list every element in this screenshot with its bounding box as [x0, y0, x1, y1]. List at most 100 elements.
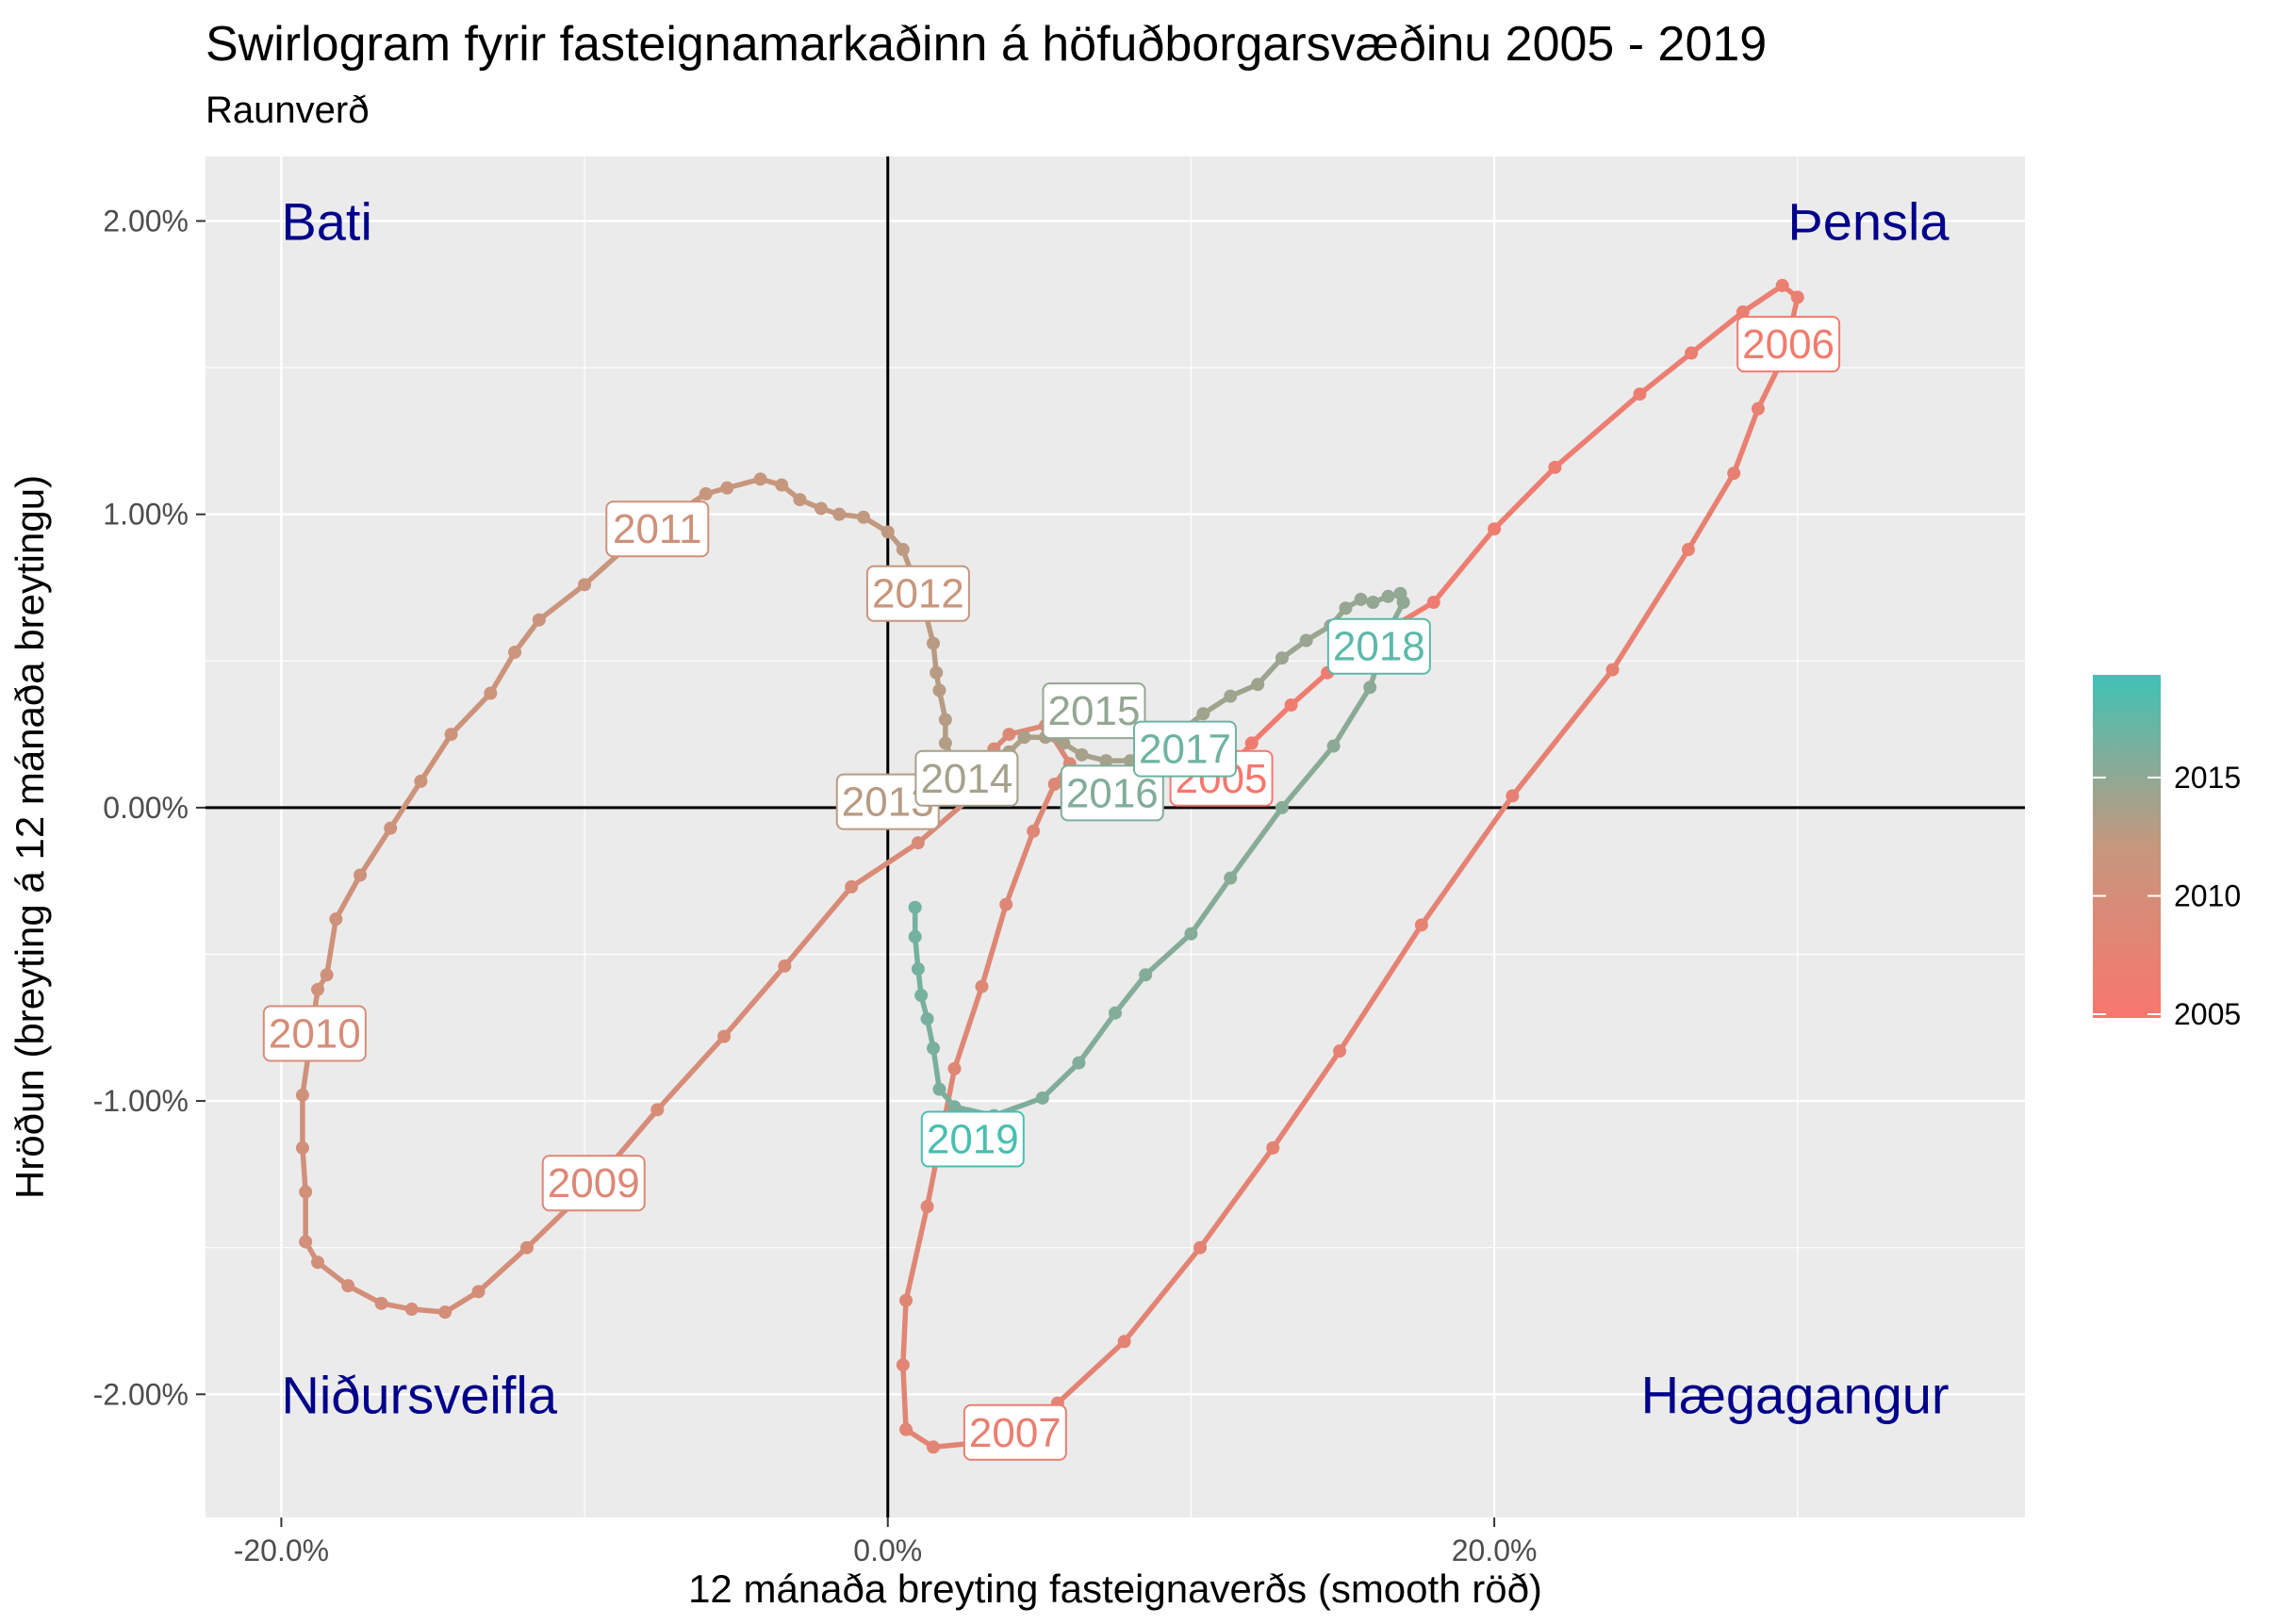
- data-point: [1354, 592, 1368, 606]
- path-segment: [1121, 1244, 1203, 1345]
- data-point: [938, 713, 952, 727]
- data-point: [947, 1100, 962, 1114]
- data-point: [896, 1358, 910, 1372]
- legend-label: 2010: [2174, 878, 2241, 912]
- path-segment: [387, 779, 424, 831]
- data-point: [444, 728, 458, 742]
- data-point: [295, 1088, 309, 1102]
- year-labels: 2005200620072009201020112012201320142015…: [262, 316, 1841, 1461]
- path-segment: [1188, 875, 1233, 937]
- path-segment: [418, 731, 454, 784]
- data-point: [938, 736, 952, 750]
- data-point: [1224, 689, 1238, 703]
- path-segment: [930, 1045, 943, 1092]
- chart-title: Swirlogram fyrir fasteignamarkaðinn á hö…: [206, 17, 1767, 72]
- data-point: [932, 1082, 946, 1096]
- data-point: [1605, 663, 1620, 677]
- data-point: [508, 645, 522, 659]
- path-segment: [1637, 350, 1694, 397]
- data-point: [1681, 543, 1695, 557]
- year-label-box: [1042, 682, 1146, 740]
- data-point: [1414, 918, 1428, 932]
- y-tick-label: 2.00%: [103, 204, 189, 238]
- year-label-box: [1132, 720, 1237, 778]
- path-segment: [1688, 309, 1746, 356]
- path-segment: [1731, 405, 1761, 476]
- data-point: [1790, 290, 1804, 304]
- path-segment: [721, 963, 788, 1040]
- data-point: [1109, 1006, 1122, 1020]
- data-point: [320, 968, 334, 982]
- year-label: 2007: [969, 1410, 1061, 1456]
- path-segment: [903, 1204, 930, 1304]
- data-point: [414, 774, 428, 788]
- data-point: [778, 959, 792, 973]
- year-label: 2015: [1048, 688, 1141, 734]
- data-point: [1506, 789, 1520, 803]
- quadrant-label-bottom-left: Niðursveifla: [281, 1365, 557, 1424]
- quadrant-label-top-right: Þensla: [1787, 191, 1950, 251]
- path-segment: [1197, 1145, 1276, 1251]
- data-point: [920, 1200, 934, 1214]
- path-segment: [1112, 972, 1148, 1016]
- path-segment: [1491, 465, 1558, 532]
- data-point: [1736, 304, 1750, 319]
- data-point: [1488, 522, 1502, 536]
- path-segment: [512, 616, 542, 655]
- path-segment: [1509, 666, 1616, 799]
- path-segment: [1003, 828, 1036, 908]
- data-point: [1251, 678, 1265, 692]
- path-segment: [1288, 669, 1330, 708]
- data-point: [880, 525, 895, 539]
- data-point: [1548, 460, 1562, 474]
- data-point: [999, 897, 1013, 911]
- year-label-box: [920, 1110, 1025, 1168]
- path-segment: [1330, 684, 1373, 749]
- path-segment: [1337, 922, 1424, 1054]
- data-point: [438, 1305, 453, 1320]
- year-label: 2014: [920, 756, 1012, 802]
- year-label-box: [1060, 764, 1164, 822]
- year-label: 2010: [269, 1011, 361, 1058]
- data-point: [793, 493, 807, 507]
- year-label-box: [1736, 316, 1841, 373]
- path-segment: [1143, 930, 1194, 978]
- data-point: [1426, 596, 1440, 610]
- year-label: 2006: [1742, 321, 1835, 368]
- year-label: 2017: [1139, 727, 1231, 773]
- year-label-box: [963, 1403, 1067, 1461]
- data-point: [947, 1061, 962, 1075]
- data-point: [295, 1140, 309, 1155]
- y-axis: -2.00% -1.00% 0.00% 1.00% 2.00%: [93, 204, 206, 1411]
- year-label: 2012: [872, 571, 964, 617]
- data-point: [1184, 927, 1198, 941]
- path-segment: [536, 582, 587, 623]
- data-point: [899, 1422, 913, 1436]
- data-point: [1075, 747, 1089, 762]
- path-segment: [487, 649, 518, 697]
- data-point: [1299, 633, 1313, 648]
- x-tick-label: -20.0%: [234, 1534, 329, 1567]
- data-point: [1363, 681, 1377, 695]
- path-segment: [1076, 1009, 1118, 1066]
- data-point: [374, 1296, 388, 1310]
- data-point: [1685, 346, 1699, 360]
- path-segment: [475, 1244, 530, 1295]
- data-point: [1057, 736, 1071, 750]
- year-label: 2019: [927, 1117, 1019, 1163]
- quadrant-label-bottom-right: Hægagangur: [1641, 1365, 1950, 1424]
- data-point: [932, 683, 946, 697]
- chart-subtitle: Raunverð: [206, 90, 369, 131]
- data-point: [699, 486, 713, 500]
- y-tick-label: 1.00%: [103, 498, 189, 532]
- data-point: [920, 1011, 934, 1025]
- y-tick-label: -2.00%: [93, 1377, 189, 1411]
- legend-colorbar: [2093, 675, 2161, 1018]
- data-point: [927, 636, 940, 650]
- data-point: [1633, 387, 1647, 402]
- data-point: [1244, 736, 1259, 750]
- path-segment: [900, 1297, 909, 1368]
- data-point: [1017, 730, 1031, 745]
